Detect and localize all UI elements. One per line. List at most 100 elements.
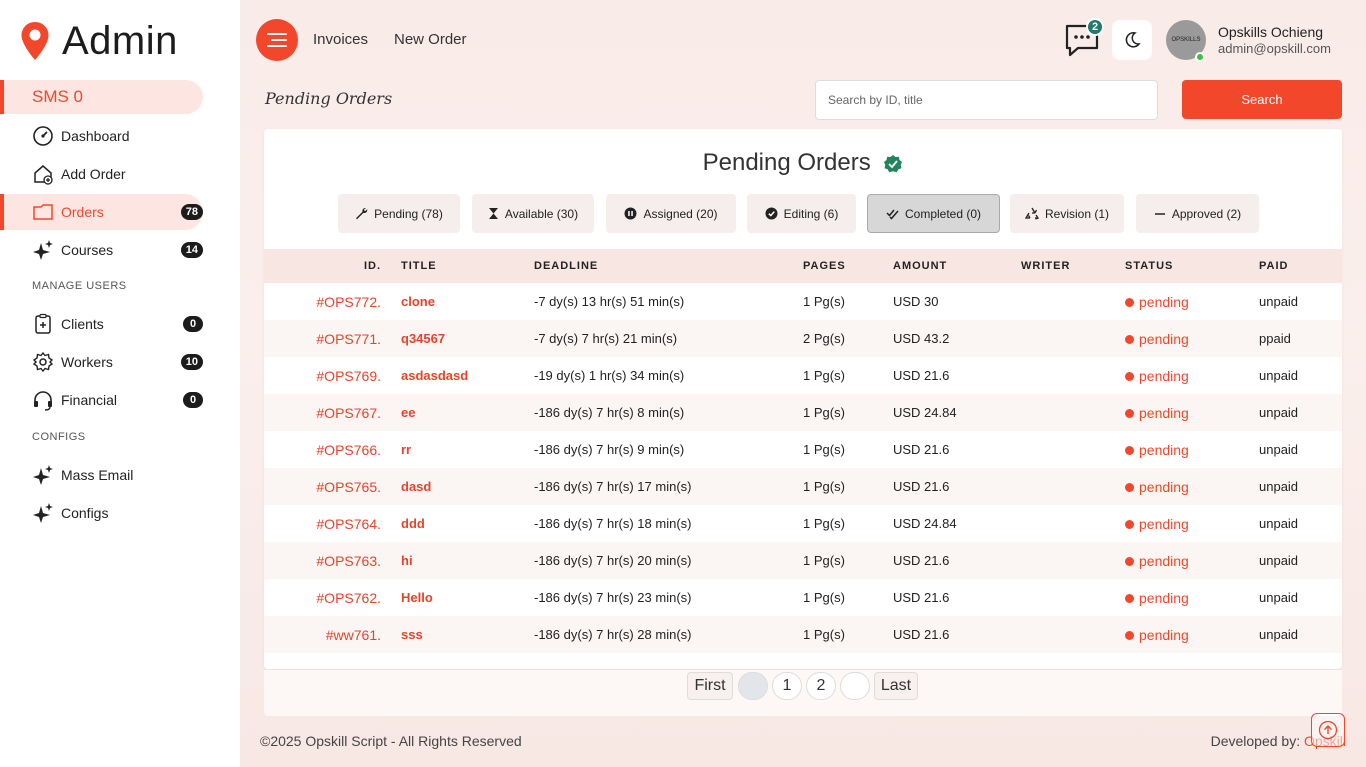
- table-row[interactable]: #ww761. sss -186 dy(s) 7 hr(s) 28 min(s)…: [264, 616, 1342, 653]
- messages-button[interactable]: 2: [1064, 18, 1104, 58]
- table-row[interactable]: #OPS769. asdasdasd -19 dy(s) 1 hr(s) 34 …: [264, 357, 1342, 394]
- house-plus-icon: [32, 163, 54, 185]
- order-title-link[interactable]: dasd: [401, 479, 432, 494]
- order-title-link[interactable]: clone: [401, 294, 435, 309]
- order-id-link[interactable]: #OPS764.: [316, 515, 381, 532]
- gauge-icon: [32, 125, 54, 147]
- header-deadline[interactable]: DEADLINE: [534, 260, 599, 272]
- status-text: pending: [1139, 626, 1189, 643]
- order-title-link[interactable]: Hello: [401, 590, 433, 605]
- order-id-link[interactable]: #OPS771.: [316, 330, 381, 347]
- table-row[interactable]: #OPS764. ddd -186 dy(s) 7 hr(s) 18 min(s…: [264, 505, 1342, 542]
- pagination-page-1[interactable]: 1: [772, 672, 802, 700]
- sidebar-item-dashboard[interactable]: Dashboard: [0, 118, 203, 154]
- clipboard-plus-icon: [32, 313, 54, 335]
- sidebar-item-configs[interactable]: Configs: [0, 495, 203, 531]
- status-text: pending: [1139, 404, 1189, 421]
- sparkle-icon: [32, 464, 54, 486]
- order-id-link[interactable]: #OPS766.: [316, 441, 381, 458]
- header-amount[interactable]: AMOUNT: [893, 260, 948, 272]
- status-dot: [1125, 520, 1134, 530]
- tab-available[interactable]: Available (30): [472, 194, 594, 233]
- pagination-page-next[interactable]: [840, 672, 870, 700]
- order-paid: unpaid: [1259, 368, 1299, 383]
- search-button[interactable]: Search: [1182, 80, 1342, 119]
- order-title-link[interactable]: ddd: [401, 516, 425, 531]
- tab-revision[interactable]: Revision (1): [1010, 194, 1124, 233]
- table-row[interactable]: #OPS765. dasd -186 dy(s) 7 hr(s) 17 min(…: [264, 468, 1342, 505]
- pagination-first[interactable]: First: [687, 672, 733, 700]
- status-text: pending: [1139, 515, 1189, 532]
- user-name: Opskills Ochieng: [1218, 24, 1324, 40]
- table-row[interactable]: #OPS766. rr -186 dy(s) 7 hr(s) 9 min(s) …: [264, 431, 1342, 468]
- arrow-up-circle-icon: [1318, 720, 1338, 740]
- sidebar-item-clients[interactable]: Clients 0: [0, 306, 203, 342]
- sidebar-item-add-order[interactable]: Add Order: [0, 156, 203, 192]
- order-deadline: -7 dy(s) 13 hr(s) 51 min(s): [534, 294, 685, 309]
- sidebar-item-courses[interactable]: Courses 14: [0, 232, 203, 268]
- table-row[interactable]: #OPS763. hi -186 dy(s) 7 hr(s) 20 min(s)…: [264, 542, 1342, 579]
- order-amount: USD 24.84: [893, 405, 957, 420]
- new-order-link[interactable]: New Order: [394, 31, 467, 48]
- headset-icon: [32, 389, 54, 411]
- search-input[interactable]: [815, 80, 1158, 120]
- status-text: pending: [1139, 552, 1189, 569]
- tab-label: Approved (2): [1171, 206, 1242, 221]
- dark-mode-toggle[interactable]: [1112, 20, 1152, 60]
- orders-count-badge: 78: [180, 204, 203, 220]
- scroll-to-top-button[interactable]: [1311, 713, 1345, 747]
- order-id-link[interactable]: #OPS765.: [316, 478, 381, 495]
- pagination-page-current[interactable]: [738, 672, 768, 700]
- tab-approved[interactable]: Approved (2): [1136, 194, 1259, 233]
- order-amount: USD 21.6: [893, 479, 950, 494]
- pagination-last[interactable]: Last: [874, 672, 918, 700]
- menu-toggle-button[interactable]: [256, 19, 298, 61]
- tab-pending[interactable]: Pending (78): [338, 194, 460, 233]
- pagination: First 1 2 Last: [264, 670, 1342, 716]
- tab-assigned[interactable]: Assigned (20): [606, 194, 736, 233]
- order-id-link[interactable]: #OPS763.: [316, 552, 381, 569]
- order-id-link[interactable]: #OPS769.: [316, 367, 381, 384]
- header-id[interactable]: ID.: [363, 260, 381, 272]
- status-text: pending: [1139, 589, 1189, 606]
- order-title-link[interactable]: rr: [401, 442, 412, 457]
- order-paid: ppaid: [1259, 331, 1291, 346]
- status-dot: [1125, 298, 1134, 308]
- tab-editing[interactable]: Editing (6): [747, 194, 856, 233]
- sidebar-item-mass-email[interactable]: Mass Email: [0, 457, 203, 493]
- brand-logo[interactable]: Admin: [20, 18, 178, 64]
- header-title[interactable]: TITLE: [401, 260, 437, 272]
- sidebar-item-financial[interactable]: Financial 0: [0, 382, 203, 418]
- order-deadline: -7 dy(s) 7 hr(s) 21 min(s): [534, 331, 678, 346]
- order-id-link[interactable]: #OPS762.: [316, 589, 381, 606]
- order-id-link[interactable]: #OPS772.: [316, 293, 381, 310]
- order-amount: USD 21.6: [893, 590, 950, 605]
- tab-completed[interactable]: Completed (0): [867, 194, 1000, 233]
- sidebar-item-workers[interactable]: Workers 10: [0, 344, 203, 380]
- table-row[interactable]: #OPS767. ee -186 dy(s) 7 hr(s) 8 min(s) …: [264, 394, 1342, 431]
- table-row[interactable]: #OPS772. clone -7 dy(s) 13 hr(s) 51 min(…: [264, 283, 1342, 320]
- page-title: Pending Orders: [265, 89, 393, 108]
- order-title-link[interactable]: ee: [401, 405, 416, 420]
- sidebar-item-label: Add Order: [61, 166, 126, 182]
- table-row[interactable]: #OPS771. q34567 -7 dy(s) 7 hr(s) 21 min(…: [264, 320, 1342, 357]
- order-deadline: -186 dy(s) 7 hr(s) 28 min(s): [534, 627, 692, 642]
- order-title-link[interactable]: hi: [401, 553, 413, 568]
- order-title-link[interactable]: asdasdasd: [401, 368, 469, 383]
- header-pages[interactable]: PAGES: [803, 260, 846, 272]
- invoices-link[interactable]: Invoices: [313, 31, 369, 48]
- order-id-link[interactable]: #ww761.: [325, 626, 381, 643]
- order-amount: USD 21.6: [893, 368, 950, 383]
- header-writer[interactable]: WRITER: [1021, 260, 1071, 272]
- order-id-link[interactable]: #OPS767.: [316, 404, 381, 421]
- header-status[interactable]: STATUS: [1125, 260, 1174, 272]
- pagination-page-2[interactable]: 2: [806, 672, 836, 700]
- order-pages: 1 Pg(s): [803, 405, 845, 420]
- header-paid[interactable]: PAID: [1259, 260, 1289, 272]
- order-title-link[interactable]: q34567: [401, 331, 446, 346]
- sms-counter[interactable]: SMS 0: [0, 80, 203, 114]
- order-paid: unpaid: [1259, 516, 1299, 531]
- sidebar-item-orders[interactable]: Orders 78: [0, 194, 203, 230]
- table-row[interactable]: #OPS762. Hello -186 dy(s) 7 hr(s) 23 min…: [264, 579, 1342, 616]
- order-title-link[interactable]: sss: [401, 627, 423, 642]
